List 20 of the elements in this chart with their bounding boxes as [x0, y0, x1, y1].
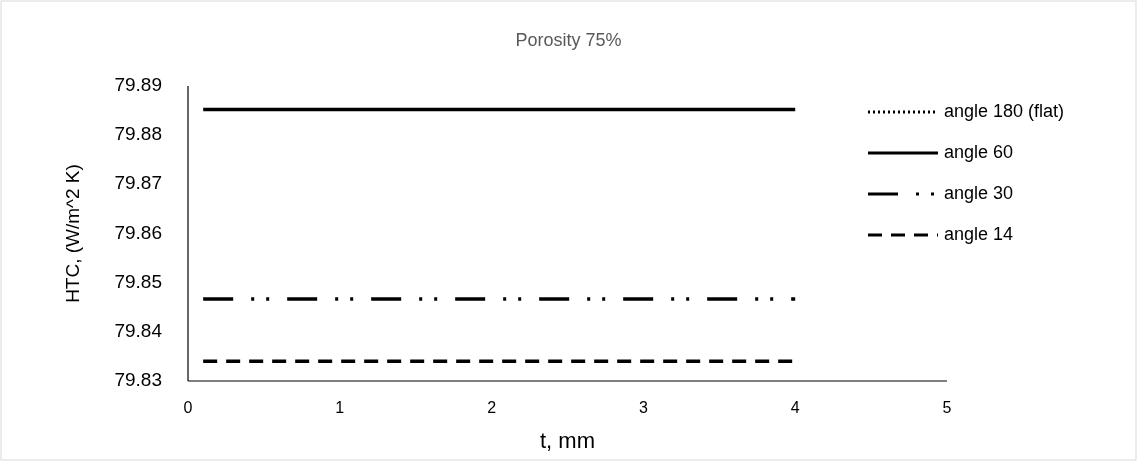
y-tick-label: 79.87: [114, 172, 162, 194]
x-tick-label: 4: [790, 399, 800, 416]
legend-label: angle 60: [944, 141, 1014, 162]
x-axis-title: t, mm: [540, 428, 595, 453]
legend-label: angle 30: [944, 182, 1014, 203]
y-axis-title: HTC, (W/m^2 K): [62, 164, 83, 303]
y-tick-label: 79.86: [114, 221, 162, 243]
y-tick-label: 79.84: [114, 319, 163, 341]
x-tick-label: 1: [335, 399, 345, 416]
x-tick-label: 5: [942, 399, 952, 416]
x-tick-label: 2: [487, 399, 497, 416]
chart-title: Porosity 75%: [515, 30, 622, 50]
legend-label: angle 180 (flat): [944, 100, 1065, 121]
y-tick-label: 79.88: [114, 123, 162, 145]
y-tick-label: 79.89: [114, 74, 162, 96]
y-tick-label: 79.83: [114, 369, 162, 391]
x-tick-label: 3: [638, 399, 648, 416]
y-tick-label: 79.85: [114, 270, 162, 292]
legend-label: angle 14: [944, 223, 1014, 244]
x-tick-label: 0: [183, 399, 193, 416]
